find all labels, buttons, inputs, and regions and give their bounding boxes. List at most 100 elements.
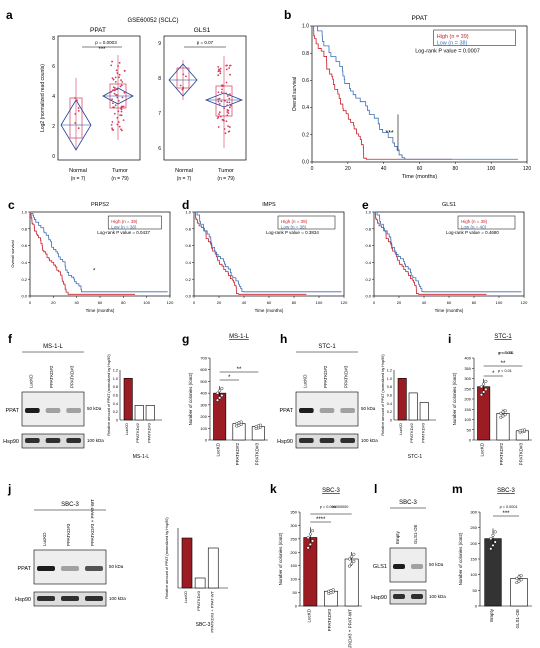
f-quant-ytick: 0 xyxy=(116,419,118,423)
i-ylabel: Number of colonies (/cm2) xyxy=(452,372,457,425)
k-point xyxy=(306,546,310,550)
a-data-point xyxy=(228,106,231,109)
e-xtick: 40 xyxy=(422,300,427,305)
c-xlabel: Time (months) xyxy=(86,308,115,313)
d-legend-low: Low (n = 38) xyxy=(281,225,307,230)
a-data-point xyxy=(218,69,221,71)
a-left-group-n: (n = 7) xyxy=(71,176,86,182)
a-data-point xyxy=(114,76,117,79)
e-legend-box xyxy=(457,215,516,230)
b-ytick: 0.2 xyxy=(302,132,309,138)
e-xtick: 0 xyxy=(373,300,376,305)
k-ytick: 150 xyxy=(290,563,297,568)
i-ytick: 100 xyxy=(464,417,471,422)
a-data-point xyxy=(114,81,117,83)
a-data-point xyxy=(221,84,224,87)
k-ytick: 250 xyxy=(290,536,297,541)
k-ytick: 100 xyxy=(290,577,297,582)
d-ytick: 0.6 xyxy=(185,243,191,248)
a-data-point xyxy=(111,60,113,63)
a-data-point xyxy=(217,98,220,101)
a-data-point xyxy=(116,123,119,126)
a-left-frame xyxy=(57,35,141,161)
c-stars: * xyxy=(93,268,96,274)
h-band2-label: Hsp90 xyxy=(277,439,293,445)
a-data-point xyxy=(224,132,227,135)
a-data-point xyxy=(112,102,114,105)
j-band1 xyxy=(85,566,103,571)
e-legend-high: High (n = 39) xyxy=(461,219,488,224)
a-data-point xyxy=(120,110,123,113)
a-data-point xyxy=(74,97,76,99)
panel-k-colony-bar-chart: SBC-3 0 50 100 150 200 250 300 350 Number of colo… xyxy=(278,488,362,648)
a-data-point xyxy=(179,84,182,87)
panel-a-plots: GSE60052 (SCLC) PPAT p = 0.0003 *** 0 2 … xyxy=(40,18,247,182)
j-band2 xyxy=(61,596,79,601)
i-pval: p < 0.001 xyxy=(498,351,514,355)
a-data-point xyxy=(110,64,113,67)
i-ytick: 200 xyxy=(464,397,471,402)
l-band1 xyxy=(411,564,423,569)
panel-d-survival-plot: IMPS 0.0 0.2 0.4 0.6 0.8 1.0 0 20 40 60 80 100 120 Tim… xyxy=(185,202,348,313)
b-legend-low: Low (n = 38) xyxy=(437,41,468,47)
a-data-point xyxy=(117,121,120,123)
a-data-point xyxy=(220,91,223,94)
h-cell-label: STC-1 xyxy=(318,344,336,350)
k-point xyxy=(352,552,356,556)
i-ytick: 400 xyxy=(464,356,471,361)
c-ytick: 0.0 xyxy=(21,294,27,299)
a-left-ytick: 6 xyxy=(52,64,55,70)
a-data-point xyxy=(119,85,122,88)
g-point xyxy=(220,393,224,397)
c-legend-high: High (n = 39) xyxy=(111,219,138,224)
l-kda2: 100 kDa xyxy=(429,594,446,599)
a-data-point xyxy=(222,119,225,121)
a-data-point xyxy=(123,69,126,72)
a-data-point xyxy=(223,107,226,110)
f-quant-bar xyxy=(134,405,144,421)
a-right-ytick: 7 xyxy=(158,111,161,117)
i-point xyxy=(523,428,527,432)
h-quant-ytick: 1.2 xyxy=(387,369,392,373)
f-band2 xyxy=(45,438,61,443)
g-xlabel: PPATKD#2 xyxy=(235,443,240,466)
d-xtick: 80 xyxy=(292,300,297,305)
c-ytick: 0.2 xyxy=(21,277,27,282)
a-data-point xyxy=(120,108,123,111)
h-quant-ytick: 0 xyxy=(390,419,392,423)
k-stars: **** xyxy=(316,517,326,523)
a-data-point xyxy=(118,125,121,128)
a-data-point xyxy=(118,76,120,79)
a-data-point xyxy=(111,128,114,131)
k-point xyxy=(306,536,310,540)
j-kda2: 100 kDa xyxy=(109,596,126,601)
h-band2 xyxy=(319,438,335,443)
i-ytick: 150 xyxy=(464,407,471,412)
k-point xyxy=(308,542,312,546)
a-right-ytick: 9 xyxy=(158,41,161,47)
a-data-point xyxy=(117,65,119,68)
m-point xyxy=(517,579,521,583)
c-xtick: 0 xyxy=(29,300,32,305)
b-curve-low xyxy=(312,25,519,160)
d-ytick: 0.4 xyxy=(185,260,191,265)
b-xtick: 40 xyxy=(381,166,387,172)
a-data-point xyxy=(217,91,220,94)
panel-g: g MS-1-L 0 100 200 300 400 500 600 700 Number of … xyxy=(180,328,276,478)
k-ytick: 350 xyxy=(290,510,297,515)
a-left-ytick: 4 xyxy=(52,94,55,100)
e-title: GLS1 xyxy=(442,202,456,208)
panel-j-blot-quant: SBC-3 LucKD PPATKD#3 PPATKD#3 + PPAT-WT PPAT… xyxy=(15,499,228,633)
g-ytick: 300 xyxy=(200,402,207,407)
f-quant-label: LucKD xyxy=(124,423,129,435)
d-ytick: 1.0 xyxy=(185,210,191,215)
a-data-point xyxy=(120,84,123,87)
j-band1-label: PPAT xyxy=(17,566,31,572)
d-xlabel: Time (months) xyxy=(255,308,284,313)
i-sig1: * xyxy=(492,371,495,377)
k-ytick: 50 xyxy=(293,590,298,595)
f-kda1: 50 kDa xyxy=(87,406,102,411)
k-pval: ns xyxy=(332,505,336,509)
a-data-point xyxy=(122,119,125,121)
a-right-group-n: (n = 7) xyxy=(177,176,192,182)
